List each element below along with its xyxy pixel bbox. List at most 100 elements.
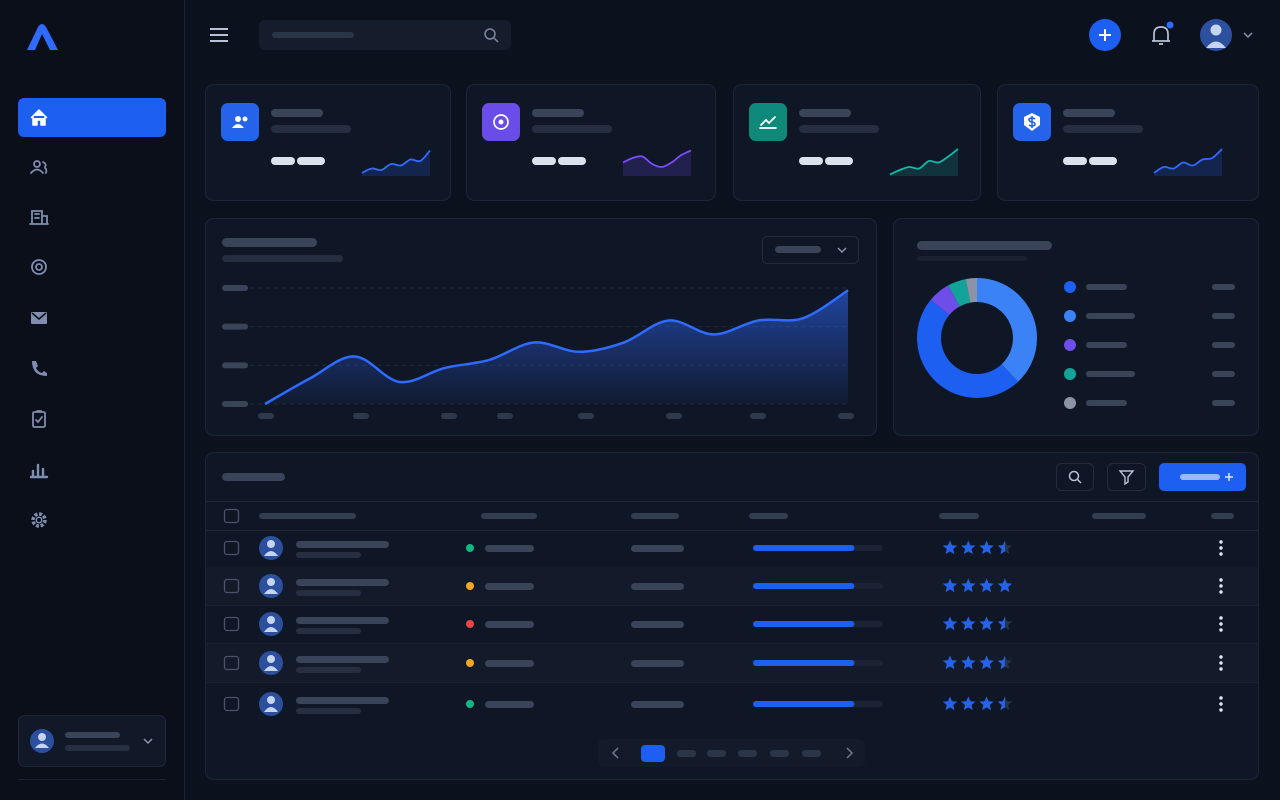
prev-page[interactable]: [611, 747, 619, 759]
page-active[interactable]: [641, 745, 665, 762]
checkbox[interactable]: [223, 616, 240, 632]
row-menu-dot[interactable]: [1219, 546, 1223, 550]
avatar-head: [267, 696, 275, 704]
search-box[interactable]: [259, 20, 511, 50]
row-menu-dot[interactable]: [1219, 655, 1223, 659]
row-menu-dot[interactable]: [1219, 590, 1223, 594]
icon-part: [32, 361, 47, 376]
star-filled: [997, 616, 1005, 631]
icon-part: [32, 411, 46, 428]
checkbox[interactable]: [223, 578, 240, 594]
logo[interactable]: [27, 24, 58, 50]
status-dot: [466, 582, 474, 590]
page-button[interactable]: [770, 750, 789, 757]
row-menu-dot[interactable]: [1219, 702, 1223, 706]
checkbox[interactable]: [223, 540, 240, 556]
row-menu-dot[interactable]: [1219, 578, 1223, 582]
sparkline: [1153, 148, 1223, 174]
column-header-placeholder: [1092, 513, 1146, 519]
row-menu-dot[interactable]: [1219, 708, 1223, 712]
next-page[interactable]: [846, 747, 854, 759]
x-tick-placeholder: [441, 413, 457, 419]
nav-item[interactable]: [31, 312, 47, 324]
placeholder-text: [799, 109, 851, 117]
status-dot: [466, 544, 474, 552]
donut-segment: [965, 278, 977, 303]
avatar-head: [267, 578, 275, 586]
placeholder-text: [297, 157, 325, 165]
sparkline: [889, 148, 959, 176]
checkbox[interactable]: [223, 508, 240, 524]
icon-part: [1028, 116, 1036, 128]
donut-chart-card: [893, 218, 1259, 436]
legend-dot: [1064, 310, 1076, 322]
nav-item[interactable]: [29, 210, 49, 225]
plus-icon[interactable]: [1099, 29, 1111, 41]
row-menu-dot[interactable]: [1219, 628, 1223, 632]
icon-part: [29, 463, 49, 479]
placeholder-text: [65, 732, 120, 738]
stat-icon: [221, 103, 259, 141]
page-button[interactable]: [802, 750, 821, 757]
avatar-body: [264, 627, 278, 632]
page-button[interactable]: [707, 750, 726, 757]
star-filled: [997, 578, 1013, 593]
row-menu-dot[interactable]: [1219, 616, 1223, 620]
placeholder-text: [825, 157, 853, 165]
placeholder-text: [1089, 157, 1117, 165]
placeholder-text: [296, 708, 361, 714]
icon-part: [759, 116, 777, 129]
filter-button[interactable]: [1107, 463, 1146, 491]
nav-item[interactable]: [31, 512, 47, 528]
column-header-placeholder: [939, 513, 979, 519]
placeholder-text: [631, 621, 684, 628]
avatar-head: [267, 616, 275, 624]
stat-card: [997, 84, 1259, 201]
star-filled: [961, 578, 976, 593]
placeholder-text: [271, 125, 351, 133]
icon-part: [37, 518, 41, 522]
row-menu-dot[interactable]: [1219, 584, 1223, 588]
avatar-body: [264, 551, 278, 556]
row-menu-dot[interactable]: [1219, 661, 1223, 665]
sparkline: [361, 149, 431, 174]
nav-item-active[interactable]: [18, 98, 166, 137]
placeholder-text: [485, 660, 534, 667]
star-filled: [942, 578, 958, 593]
menu-button[interactable]: [210, 28, 228, 42]
placeholder-text: [296, 628, 361, 634]
nav-item[interactable]: [31, 259, 47, 275]
nav-item[interactable]: [29, 463, 49, 479]
row-menu-dot[interactable]: [1219, 696, 1223, 700]
icon-part: [33, 160, 41, 168]
avatar-head: [1210, 24, 1222, 36]
bell-icon[interactable]: [1152, 26, 1170, 45]
star-filled: [979, 696, 994, 711]
avatar-head: [267, 540, 275, 548]
nav-item[interactable]: [32, 361, 47, 376]
icon-part: [232, 124, 244, 128]
rating: [942, 616, 1013, 631]
filter-icon: [1118, 470, 1135, 486]
row-menu-dot[interactable]: [1219, 622, 1223, 626]
notification-dot: [1166, 21, 1174, 29]
area-line: [264, 289, 849, 406]
x-tick-placeholder: [497, 413, 513, 419]
row-menu-dot[interactable]: [1219, 667, 1223, 671]
checkbox[interactable]: [223, 655, 240, 671]
page-button[interactable]: [677, 750, 696, 757]
row-menu-dot[interactable]: [1219, 552, 1223, 556]
user-card[interactable]: [18, 715, 166, 767]
column-header-placeholder: [749, 513, 788, 519]
table-search-button[interactable]: [1056, 463, 1094, 491]
nav-item[interactable]: [32, 410, 46, 428]
chevron[interactable]: [143, 738, 153, 745]
placeholder-text: [65, 745, 130, 751]
row-menu-dot[interactable]: [1219, 540, 1223, 544]
donut-segment: [977, 278, 1037, 382]
chevron[interactable]: [1243, 32, 1253, 39]
checkbox[interactable]: [223, 696, 240, 712]
nav-item[interactable]: [30, 160, 48, 174]
page-button[interactable]: [738, 750, 757, 757]
avatar-head: [267, 655, 275, 663]
